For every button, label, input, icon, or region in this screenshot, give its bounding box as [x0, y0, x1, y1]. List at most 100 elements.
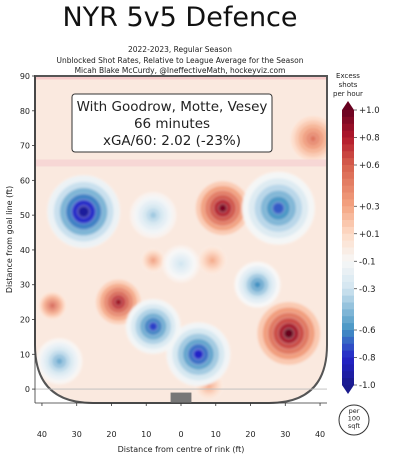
hotspot-5-band-5 [151, 258, 156, 263]
colorbar-bottom-arrow [342, 385, 354, 394]
hotspot-13 [130, 192, 177, 239]
y-tick-label: 10 [20, 350, 30, 359]
y-tick-label: 30 [20, 281, 30, 290]
y-tick-label: 80 [20, 107, 30, 116]
hotspot-11 [125, 299, 181, 354]
colorbar-segment-25 [342, 281, 354, 290]
x-tick-label: 40 [315, 430, 325, 439]
colorbar-segment-32 [342, 330, 354, 338]
colorbar-title-line-2: per hour [333, 90, 363, 98]
y-tick-label: 40 [20, 246, 30, 255]
colorbar-segment-4 [342, 137, 354, 145]
colorbar-tick-label: -0.8 [359, 354, 376, 364]
hotspot-9 [241, 171, 315, 245]
x-tick-label: 30 [72, 430, 82, 439]
colorbar-segment-34 [342, 343, 354, 352]
colorbar-segment-13 [342, 199, 354, 207]
y-tick-label: 20 [20, 316, 30, 325]
hotspot-4-band-5 [209, 257, 215, 263]
colorbar-tick-label: +1.0 [359, 106, 380, 116]
colorbar-segment-33 [342, 336, 354, 345]
colorbar-segment-22 [342, 261, 354, 269]
hotspot-3-band-5 [309, 134, 318, 143]
colorbar-segment-35 [342, 350, 354, 358]
hotspot-14-band-5 [253, 280, 262, 289]
colorbar-segment-23 [342, 268, 354, 276]
colorbar-segment-1 [342, 116, 354, 125]
colorbar-tick-label: -0.1 [359, 257, 376, 267]
colorbar-segment-6 [342, 151, 354, 159]
chart-title: NYR 5v5 Defence [62, 2, 298, 33]
hotspot-1-band-5 [217, 203, 228, 214]
hotspot-2-band-5 [114, 298, 123, 307]
subtitle-line-season: 2022-2023, Regular Season [127, 45, 233, 54]
y-axis-label: Distance from goal line (ft) [5, 186, 14, 293]
hotspot-12-band-5 [55, 357, 64, 366]
colorbar-segment-29 [342, 309, 354, 317]
hotspot-11-band-5 [148, 321, 159, 332]
hotspot-8 [47, 175, 121, 249]
colorbar-segment-19 [342, 240, 354, 248]
subtitle-line-credit: Micah Blake McCurdy, @IneffectiveMath, h… [74, 66, 286, 75]
unit-circle [338, 404, 370, 436]
colorbar-tick-label: +0.3 [359, 202, 380, 212]
colorbar-segment-7 [342, 158, 354, 166]
y-tick-label: 60 [20, 176, 30, 185]
colorbar-segment-26 [342, 288, 354, 297]
colorbar-tick-label: -0.6 [359, 326, 376, 336]
y-tick-label: 0 [25, 385, 30, 394]
colorbar-segment-27 [342, 295, 354, 303]
colorbar-segment-37 [342, 364, 354, 372]
x-tick-label: 20 [245, 430, 255, 439]
hotspot-10 [166, 322, 231, 387]
colorbar-tick-label: +0.1 [359, 230, 380, 240]
colorbar-segment-3 [342, 130, 354, 138]
hotspot-6 [38, 291, 67, 320]
y-tick-label: 70 [20, 142, 30, 151]
colorbar-top-arrow [342, 101, 354, 110]
y-tick-label: 50 [20, 211, 30, 220]
colorbar-segment-20 [342, 247, 354, 255]
unit-label-line-2: sqft [348, 422, 361, 430]
hotspot-9-band-5 [272, 201, 285, 215]
annotation-box [71, 93, 273, 153]
x-tick-label: 20 [106, 430, 116, 439]
x-tick-label: 10 [211, 430, 221, 439]
x-tick-label: 10 [141, 430, 151, 439]
hotspot-10-band-5 [192, 348, 204, 360]
colorbar-segment-31 [342, 323, 354, 331]
annotation-line-1: 66 minutes [134, 116, 210, 132]
colorbar-segment-2 [342, 123, 354, 132]
hotspot-12 [36, 338, 83, 385]
colorbar-segment-10 [342, 178, 354, 187]
blue-line-band [35, 159, 327, 167]
colorbar-segment-38 [342, 371, 354, 379]
x-tick-label: 30 [280, 430, 290, 439]
colorbar-segment-24 [342, 275, 354, 283]
hotspot-15-band-5 [177, 260, 185, 268]
unit-label-line-0: per [349, 407, 360, 415]
x-axis-label: Distance from centre of rink (ft) [118, 445, 245, 454]
colorbar-segment-12 [342, 192, 354, 200]
colorbar-segment-0 [342, 110, 354, 118]
y-tick-label: 90 [20, 72, 30, 81]
x-tick-label: 40 [37, 430, 47, 439]
chart-subtitle: 2022-2023, Regular Season Unblocked Shot… [0, 45, 360, 77]
hotspot-6-band-5 [49, 303, 55, 309]
colorbar-segment-8 [342, 165, 354, 173]
colorbar-segment-14 [342, 206, 354, 214]
colorbar-title-line-0: Excess [336, 72, 360, 80]
goal-net [170, 392, 192, 403]
colorbar-tick-label: +0.6 [359, 161, 380, 171]
top-band [35, 76, 327, 80]
colorbar-segment-5 [342, 144, 354, 152]
colorbar-segment-15 [342, 213, 354, 221]
hotspot-0 [256, 301, 321, 366]
colorbar-segment-30 [342, 316, 354, 324]
colorbar-tick-label: -0.3 [359, 285, 376, 295]
colorbar-segment-11 [342, 185, 354, 193]
colorbar-tick-label: -1.0 [359, 381, 376, 391]
unit-label-line-1: 100 [348, 415, 360, 423]
annotation-line-0: With Goodrow, Motte, Vesey [77, 99, 268, 115]
